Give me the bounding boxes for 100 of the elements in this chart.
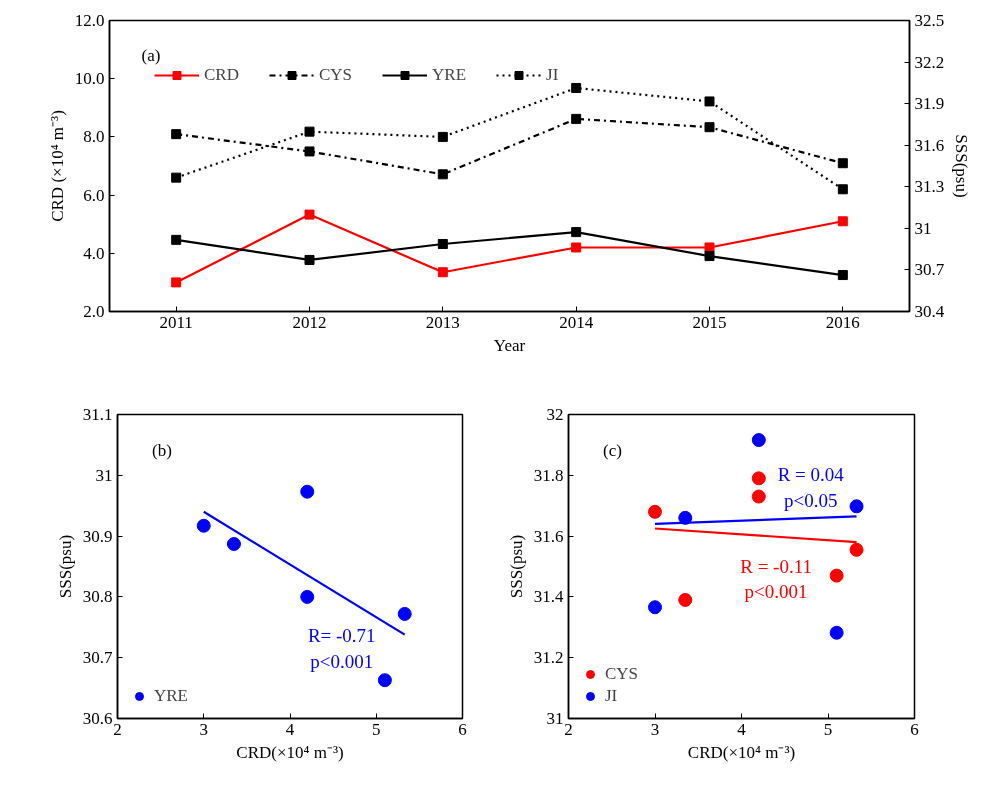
y-tick-label: 31.1	[82, 405, 113, 424]
point	[751, 471, 766, 486]
legend-label: YRE	[154, 686, 188, 706]
point	[397, 606, 412, 621]
point	[849, 499, 864, 514]
point	[837, 270, 848, 281]
point	[437, 267, 448, 278]
point	[571, 227, 582, 238]
point	[171, 129, 182, 140]
y2-tick-label: 31.9	[914, 94, 945, 114]
y-tick-label: 12.0	[74, 11, 105, 30]
x-tick-label: 2012	[292, 312, 327, 332]
annotation: (a)	[141, 45, 161, 65]
point	[196, 518, 211, 533]
point	[437, 239, 448, 250]
point	[571, 242, 582, 253]
y-tick-label: 6.0	[83, 185, 105, 205]
point	[829, 568, 844, 583]
x-tick-label: 2015	[692, 312, 727, 332]
point	[704, 96, 715, 107]
point	[751, 433, 766, 448]
y2-tick-label: 31	[914, 218, 932, 238]
y-tick-label: 32	[546, 405, 564, 424]
point	[171, 172, 182, 183]
point	[300, 589, 315, 604]
y2-tick-label: 32.5	[914, 11, 945, 30]
y2-tick-label: 30.7	[914, 260, 945, 280]
y-tick-label: 30.9	[82, 526, 113, 546]
x-tick-label: 6	[910, 719, 919, 739]
x-axis-title: Year	[493, 335, 526, 355]
y-tick-label: 2.0	[83, 302, 105, 321]
point	[437, 169, 448, 180]
x-tick-label: 2016	[825, 312, 860, 332]
y-tick-label: 30.7	[82, 648, 113, 668]
point	[226, 537, 241, 551]
x-axis-title: CRD(×10⁴ m⁻³)	[687, 742, 796, 762]
y-tick-label: 30.8	[82, 587, 113, 607]
point	[571, 113, 582, 124]
y-tick-label: 30.6	[82, 709, 113, 728]
legend-label: CYS	[318, 65, 353, 85]
y2-tick-label: 32.2	[914, 52, 945, 72]
point	[837, 158, 848, 169]
y-axis-title: CRD (×10⁴ m⁻³)	[47, 110, 67, 222]
x-tick-label: 2014	[559, 312, 594, 332]
y2-tick-label: 31.3	[914, 177, 945, 197]
point	[437, 131, 448, 142]
x-tick-label: 6	[458, 719, 467, 739]
legend-label: JI	[605, 686, 619, 706]
y-tick-label: 31.8	[533, 465, 564, 485]
point	[300, 484, 315, 499]
point	[829, 625, 844, 640]
legend-label: YRE	[432, 65, 467, 85]
annotation: (b)	[152, 441, 172, 461]
y-tick-label: 31.4	[533, 587, 564, 607]
y2-tick-label: 31.6	[914, 135, 945, 155]
y-axis-title: SSS(psu)	[55, 534, 75, 599]
y2-axis-title: SSS(psu)	[952, 134, 972, 198]
y-tick-label: 8.0	[83, 127, 105, 147]
point	[648, 600, 662, 615]
point	[304, 146, 315, 157]
x-tick-label: 4	[737, 719, 747, 739]
legend-label: CRD	[204, 65, 239, 85]
annotation: (c)	[603, 441, 622, 461]
point	[377, 673, 392, 688]
point	[304, 209, 315, 220]
point	[751, 489, 766, 504]
y2-tick-label: 30.4	[914, 302, 945, 321]
y-tick-label: 31.6	[533, 526, 564, 546]
point	[704, 251, 715, 262]
x-tick-label: 5	[372, 719, 381, 739]
legend-label: CYS	[605, 664, 639, 684]
point	[837, 184, 848, 195]
point	[571, 82, 582, 93]
point	[704, 122, 715, 133]
y-tick-label: 31	[95, 465, 113, 485]
x-axis-title: CRD(×10⁴ m⁻³)	[236, 742, 344, 762]
x-tick-label: 3	[650, 719, 660, 739]
point	[171, 234, 182, 245]
y-tick-label: 31	[546, 709, 564, 728]
annotation: R = -0.11 p<0.001	[740, 555, 812, 602]
x-tick-label: 3	[199, 719, 208, 739]
y-tick-label: 31.2	[533, 648, 564, 668]
x-tick-label: 2	[564, 719, 573, 739]
point	[304, 126, 315, 137]
point	[678, 592, 693, 607]
point	[304, 254, 315, 265]
x-tick-label: 2011	[159, 312, 193, 332]
annotation: R = 0.04 p<0.05	[777, 464, 845, 511]
x-tick-label: 2	[113, 719, 122, 739]
point	[171, 277, 182, 288]
x-tick-label: 5	[823, 719, 833, 739]
point	[849, 542, 864, 557]
point	[648, 504, 662, 519]
point	[837, 216, 848, 227]
y-axis-title: SSS(psu)	[506, 534, 526, 599]
y-tick-label: 4.0	[83, 243, 105, 263]
point	[704, 242, 715, 253]
annotation: R= -0.71 p<0.001	[307, 625, 376, 672]
legend-label: JI	[546, 65, 560, 85]
y-tick-label: 10.0	[74, 69, 105, 89]
